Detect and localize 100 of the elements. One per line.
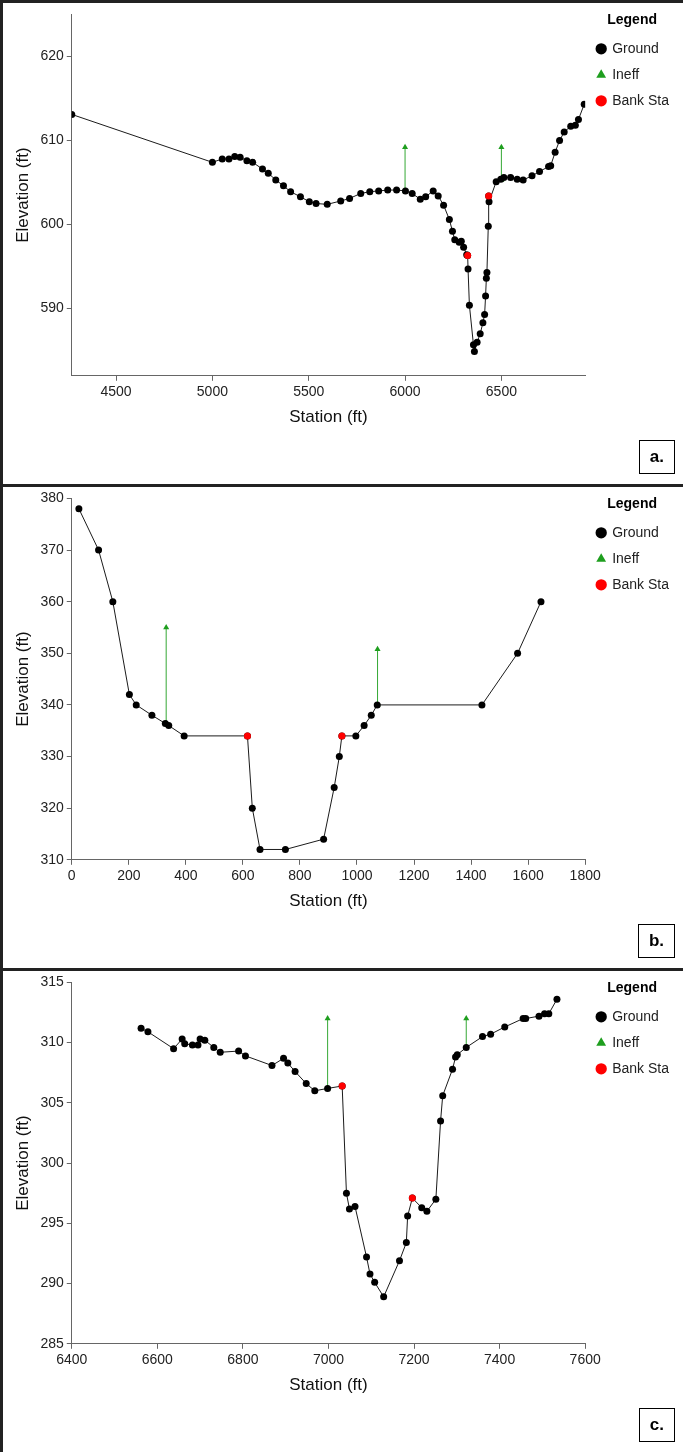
point <box>360 722 368 730</box>
legend-title: Legend <box>607 10 657 27</box>
point <box>437 1117 445 1125</box>
point <box>188 1041 196 1049</box>
x-tick-label: 1800 <box>569 867 601 884</box>
y-axis-title: Elevation (ft) <box>12 631 32 727</box>
point <box>330 784 338 792</box>
point <box>216 1048 224 1056</box>
y-tick-label: 360 <box>40 592 64 609</box>
point <box>418 1204 426 1212</box>
point <box>545 1010 553 1018</box>
point <box>201 1036 209 1044</box>
point <box>366 1270 374 1278</box>
point <box>125 691 133 699</box>
legend-title: Legend <box>607 978 657 995</box>
x-tick-label: 200 <box>117 867 141 884</box>
text: a. <box>638 440 675 474</box>
point <box>165 722 173 730</box>
point <box>235 1047 243 1055</box>
y-tick-label: 295 <box>40 1214 64 1231</box>
x-tick-label: 6800 <box>227 1351 259 1368</box>
point <box>402 143 409 149</box>
point <box>449 1065 457 1073</box>
legend-title: Legend <box>607 494 657 511</box>
y-tick-label: 330 <box>40 747 64 764</box>
point <box>248 804 256 812</box>
point <box>342 1189 350 1197</box>
point <box>241 1052 249 1060</box>
legend-label: Bank Sta <box>612 91 670 108</box>
point <box>478 701 486 709</box>
x-tick-label: 1600 <box>512 867 544 884</box>
point <box>281 845 289 853</box>
point <box>268 1062 276 1070</box>
point <box>180 732 188 740</box>
x-axis-title: Station (ft) <box>289 891 368 911</box>
point <box>487 1030 495 1038</box>
point <box>432 1195 440 1203</box>
point <box>351 1202 359 1210</box>
point <box>396 1257 403 1265</box>
y-tick-label: 300 <box>40 1153 64 1170</box>
point <box>311 1087 319 1095</box>
point <box>95 546 103 554</box>
legend-label: Ground <box>612 1007 659 1024</box>
legend-label: Bank Sta <box>612 575 670 592</box>
y-tick-label: 305 <box>40 1093 64 1110</box>
y-tick-label: 310 <box>40 1033 64 1050</box>
x-tick-label: 1200 <box>398 867 430 884</box>
point <box>210 1043 218 1051</box>
x-tick-label: 7000 <box>312 1351 345 1368</box>
point <box>75 505 83 513</box>
x-tick-label: 6000 <box>389 383 421 400</box>
y-tick-label: 620 <box>40 47 64 64</box>
point <box>280 1054 288 1062</box>
point <box>137 1024 145 1032</box>
x-tick-label: 7200 <box>398 1351 430 1368</box>
legend-label: Ineff <box>612 549 640 566</box>
x-tick-label: 7400 <box>484 1351 516 1368</box>
point <box>479 1033 486 1041</box>
point <box>302 1080 310 1088</box>
point <box>284 1059 292 1067</box>
point <box>404 1212 412 1220</box>
point <box>501 1023 509 1031</box>
point <box>514 649 522 657</box>
y-tick-label: 285 <box>40 1334 64 1351</box>
y-axis-title: Elevation (ft) <box>12 147 32 243</box>
y-tick-label: 290 <box>40 1274 64 1291</box>
point <box>335 753 343 761</box>
point <box>291 1068 299 1076</box>
y-axis-title: Elevation (ft) <box>12 1115 32 1211</box>
point <box>423 1207 431 1215</box>
x-tick-label: 7600 <box>569 1351 601 1368</box>
x-axis-title: Station (ft) <box>289 407 368 427</box>
point <box>535 1012 543 1020</box>
point <box>553 995 561 1003</box>
point <box>498 143 505 149</box>
point <box>463 1015 470 1021</box>
y-tick-label: 370 <box>40 540 64 557</box>
point <box>148 711 156 719</box>
x-tick-label: 1000 <box>341 867 373 884</box>
x-axis-title: Station (ft) <box>289 1375 368 1395</box>
x-tick-label: 400 <box>174 867 198 884</box>
point <box>402 1239 410 1247</box>
x-tick-label: 800 <box>288 867 312 884</box>
x-tick-label: 0 <box>67 867 76 884</box>
point <box>320 835 328 843</box>
y-tick-label: 340 <box>40 695 64 712</box>
x-tick-label: 6600 <box>141 1351 174 1368</box>
legend-label: Ground <box>612 39 659 56</box>
y-tick-label: 315 <box>40 973 64 990</box>
point <box>367 711 375 719</box>
point <box>363 1253 371 1261</box>
x-tick-label: 5500 <box>293 383 325 400</box>
x-tick-label: 6500 <box>485 383 518 400</box>
x-tick-label: 600 <box>231 867 255 884</box>
point <box>170 1045 178 1053</box>
legend-label: Ineff <box>612 65 640 82</box>
point <box>439 1092 447 1100</box>
point <box>352 732 360 740</box>
x-tick-label: 5000 <box>196 383 229 400</box>
x-tick-label: 1400 <box>455 867 487 884</box>
